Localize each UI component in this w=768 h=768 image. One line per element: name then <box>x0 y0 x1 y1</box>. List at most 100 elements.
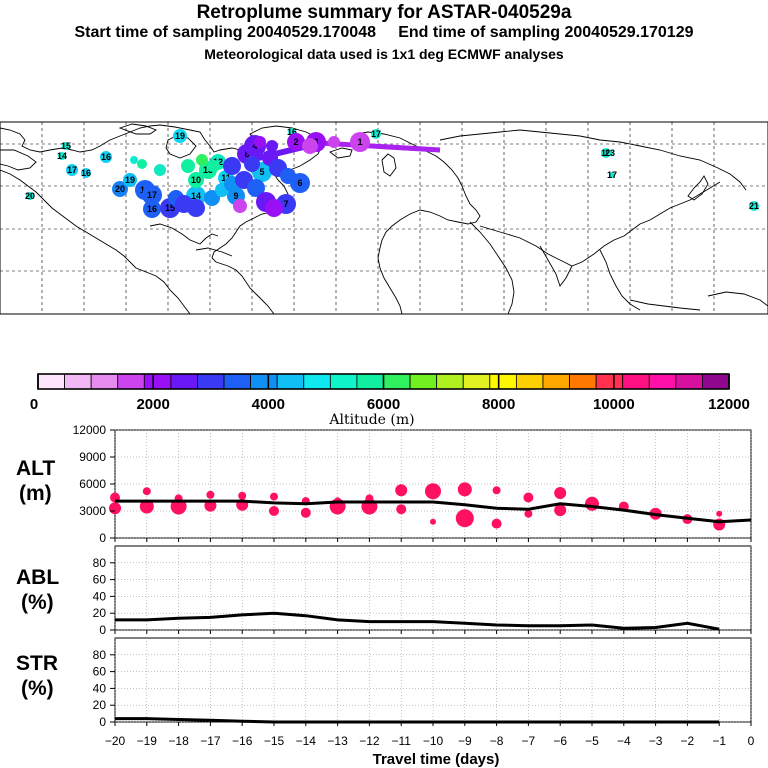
plume-day-label: 2 <box>293 137 298 147</box>
plume-cluster-blob <box>181 159 195 173</box>
altitude-particle-dot <box>206 490 215 499</box>
end-time-label: End time of sampling 20040529.170129 <box>398 24 694 41</box>
x-tick-label: −11 <box>391 734 411 748</box>
colorbar-swatch <box>489 373 517 390</box>
plume-position-marker <box>287 133 305 151</box>
panel-x-ticks: −20 −19 −18 −17 −16 −15 −14 −13 −12 −11 −10 −9 −8 −7−… <box>105 538 755 748</box>
plume-day-label: 16 <box>101 152 111 162</box>
plume-cluster-blob <box>154 164 166 176</box>
plume-position-marker <box>66 164 78 176</box>
colorbar-swatch <box>170 373 198 390</box>
x-tick-label: −2 <box>681 734 695 748</box>
coast-gulf <box>149 223 219 245</box>
altitude-particle-dot <box>492 486 501 495</box>
y-tick-label: 0 <box>99 531 106 545</box>
plume-position-marker <box>142 185 162 205</box>
plume-position-marker <box>188 172 204 188</box>
colorbar-swatch <box>409 373 438 390</box>
altitude-colorbar: 0 2000 4000 6000 8000 10000 12000 Altitude (m) <box>30 373 750 428</box>
plume-day-label: 5 <box>259 167 264 177</box>
x-tick-label: 0 <box>748 734 755 748</box>
plume-cluster-blob <box>266 140 278 152</box>
plume-cluster-blob <box>302 138 318 154</box>
y-tick-label: 40 <box>93 589 107 603</box>
plume-day-label: 23 <box>605 148 615 158</box>
coast-cuba <box>195 247 233 257</box>
colorbar-swatch <box>37 373 65 390</box>
plume-day-label: 16 <box>147 204 157 214</box>
plume-day-label: 20 <box>115 184 125 194</box>
y-tick-label: 20 <box>93 606 107 620</box>
y-tick-label: 60 <box>93 665 107 679</box>
altitude-particle-dot <box>270 492 278 501</box>
plume-cluster-blob <box>187 199 205 217</box>
plume-day-label: 6 <box>297 178 302 188</box>
plume-position-marker <box>350 132 370 152</box>
plume-day-label: 13 <box>203 165 213 175</box>
plume-day-label: 4 <box>252 141 257 151</box>
x-tick-label: −18 <box>168 734 189 748</box>
x-tick-label: −20 <box>105 734 126 748</box>
colorbar-tick-label: 4000 <box>252 396 285 413</box>
colorbar-tick-label: 12000 <box>708 396 750 413</box>
x-tick-label: −19 <box>137 734 158 748</box>
altitude-particle-dot <box>109 502 121 515</box>
colorbar-swatch <box>356 373 384 390</box>
x-tick-label: −14 <box>296 734 317 748</box>
y-tick-label: 9000 <box>79 450 106 464</box>
series-line <box>115 717 720 724</box>
x-tick-label: −7 <box>522 734 536 748</box>
x-tick-label: −4 <box>617 734 631 748</box>
altitude-particle-dot <box>523 492 534 503</box>
altitude-particle-dot <box>300 507 311 518</box>
plume-positions: 1916171514161716201918171615141312111098… <box>25 127 759 218</box>
coast-africa-east <box>469 221 515 315</box>
colorbar-swatch <box>542 373 570 390</box>
y-tick-label: 0 <box>99 623 106 637</box>
plume-cluster-blob <box>196 154 208 166</box>
colorbar-tick-label: 2000 <box>136 396 169 413</box>
y-tick-label: 3000 <box>79 504 106 518</box>
x-tick-label: −8 <box>490 734 504 748</box>
plume-cluster-blob <box>137 159 147 169</box>
abl-label-line1: ABL <box>16 566 59 589</box>
colorbar-swatch <box>143 373 172 390</box>
y-tick-label: 20 <box>93 698 107 712</box>
y-tick-label: 12000 <box>73 423 107 437</box>
plume-day-label: 19 <box>175 131 185 141</box>
coast-iceland <box>329 147 353 159</box>
coast-britain <box>381 153 397 177</box>
y-tick-label: 6000 <box>79 477 106 491</box>
plume-day-label: 14 <box>57 151 67 161</box>
plume-cluster-blob <box>254 136 266 148</box>
colorbar-swatch <box>197 373 225 390</box>
colorbar-tick-label: 10000 <box>593 396 635 413</box>
colorbar-swatch <box>595 373 624 390</box>
plume-position-marker <box>112 181 128 197</box>
plume-day-label: 16 <box>601 148 611 158</box>
colorbar-swatch <box>250 373 278 390</box>
str-label-line1: STR <box>16 652 58 675</box>
colorbar-swatch <box>117 373 145 390</box>
plume-day-label: 9 <box>233 191 238 201</box>
alt-label-line2: (m) <box>19 482 52 505</box>
colorbar-swatch <box>622 373 650 390</box>
coast-alaska <box>0 149 37 171</box>
plume-day-label: 15 <box>61 141 71 151</box>
altitude-particle-dot <box>554 487 567 499</box>
altitude-particle-dot <box>139 499 154 514</box>
sampling-times: Start time of sampling 20040529.170048 E… <box>0 24 768 42</box>
colorbar-swatch <box>436 373 464 390</box>
altitude-particle-dot <box>457 482 472 497</box>
altitude-particle-dot <box>554 504 567 517</box>
plume-day-label: 7 <box>283 199 288 209</box>
altitude-particle-dot <box>491 518 502 529</box>
plume-cluster-blob <box>265 199 283 217</box>
plume-cluster-blob <box>280 168 296 184</box>
colorbar-swatch <box>569 373 597 390</box>
x-tick-label: −3 <box>649 734 663 748</box>
coast-southeast-asia <box>599 249 641 311</box>
plume-position-marker <box>26 192 34 200</box>
plume-position-marker <box>143 200 161 218</box>
